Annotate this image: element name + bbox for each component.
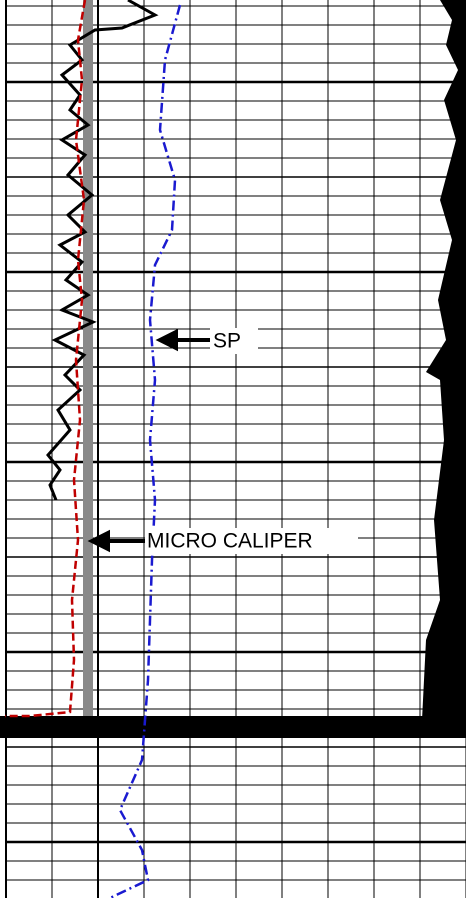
- caliper-shading: [83, 0, 93, 718]
- label-bg: [210, 328, 258, 354]
- grid: [5, 0, 466, 898]
- label-bg: [145, 528, 358, 554]
- sp-label: SP: [213, 330, 241, 353]
- depth-band: [0, 716, 466, 738]
- micro-caliper-label: MICRO CALIPER: [147, 530, 313, 553]
- sp-arrow: [155, 328, 210, 352]
- black-area: [422, 0, 466, 720]
- caliper-arrow: [87, 529, 145, 553]
- sp-curve: [109, 4, 182, 898]
- micro-caliper-curve: [5, 0, 87, 718]
- resistivity-curve: [46, 0, 159, 501]
